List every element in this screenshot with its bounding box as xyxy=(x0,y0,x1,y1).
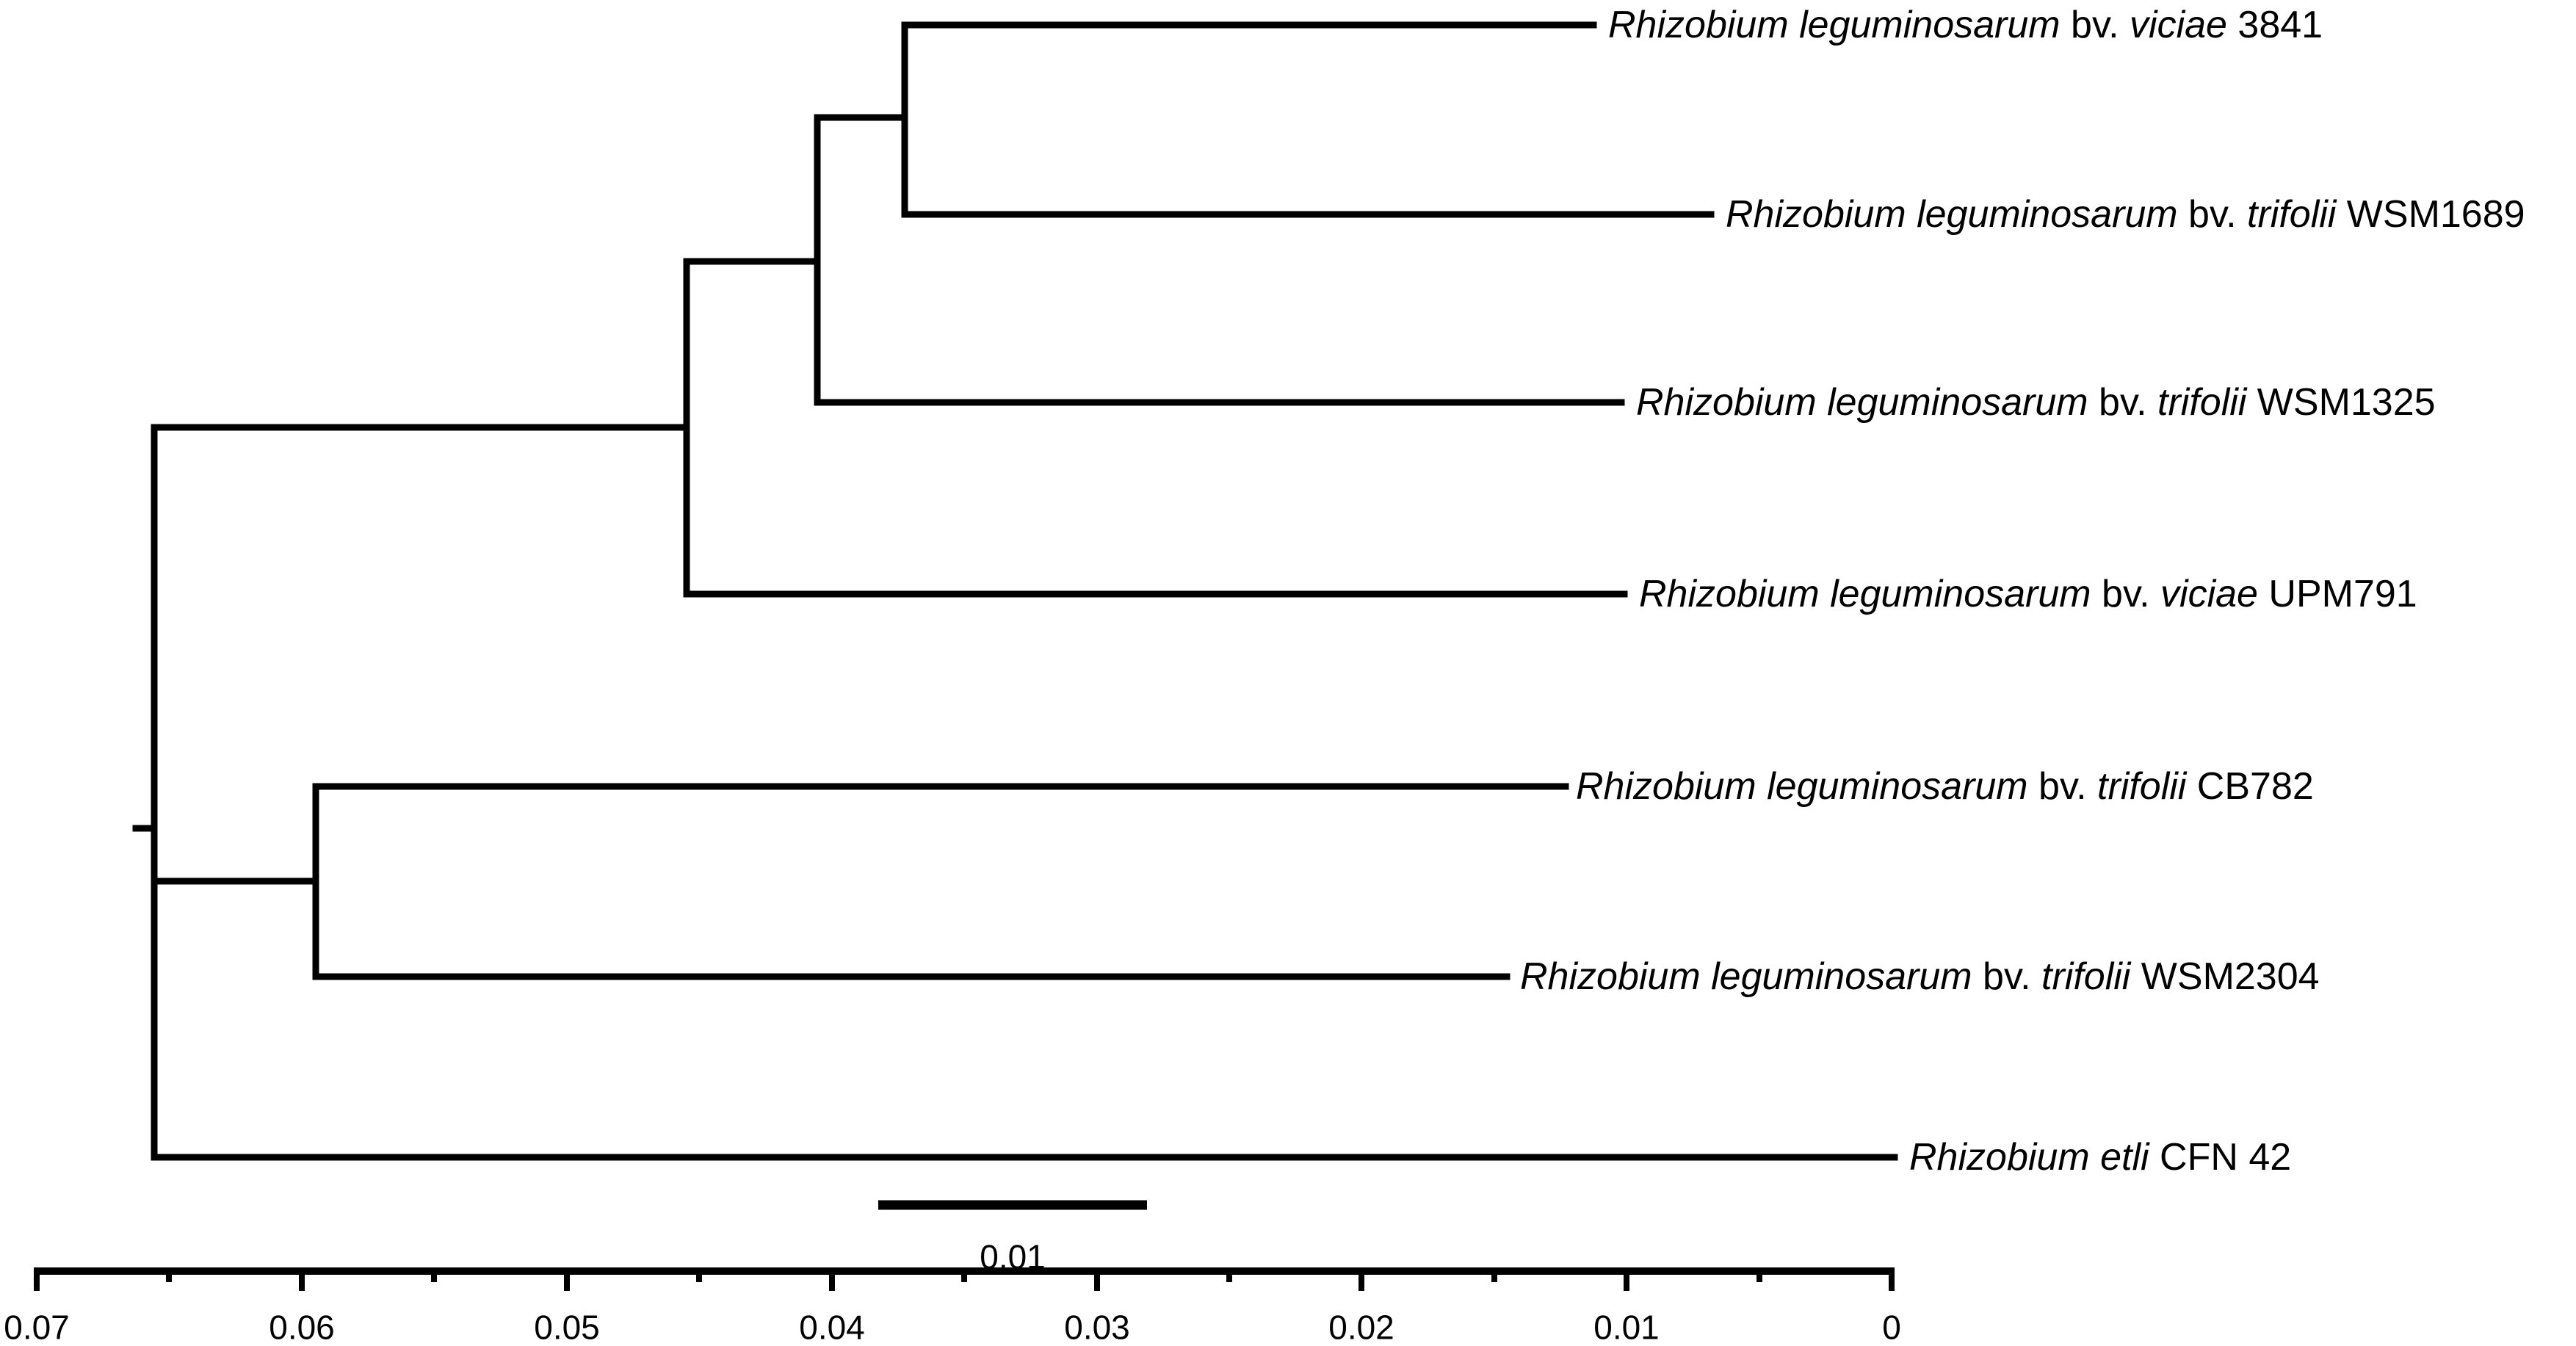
axis-tick-label: 0.05 xyxy=(534,1309,600,1342)
taxon-label-italic-part: Rhizobium leguminosarum xyxy=(1608,4,2061,46)
axis-tick-label: 0.06 xyxy=(269,1309,335,1342)
tree-branches xyxy=(132,21,1898,1161)
taxon-label-roman-part: bv. xyxy=(2061,4,2130,46)
taxon-label-roman-part: 3841 xyxy=(2227,4,2323,46)
axis-tick-label: 0.03 xyxy=(1064,1309,1130,1342)
taxon-label-italic-part: Rhizobium leguminosarum xyxy=(1520,955,1972,998)
taxon-label-roman-part: bv. xyxy=(2091,573,2160,615)
taxon-label-roman-part: WSM2304 xyxy=(2130,955,2319,998)
taxon-label-italic-part: trifolii xyxy=(2247,193,2337,236)
taxon-label-rlt-wsm1689: Rhizobium leguminosarum bv. trifolii WSM… xyxy=(1726,193,2525,236)
taxon-label-roman-part: CB782 xyxy=(2186,765,2313,808)
taxon-label-italic-part: viciae xyxy=(2160,573,2258,615)
taxon-label-roman-part: bv. xyxy=(2178,193,2247,236)
taxon-label-roman-part: bv. xyxy=(1972,955,2041,998)
taxon-label-roman-part: bv. xyxy=(2028,765,2097,808)
taxon-label-rlv-upm791: Rhizobium leguminosarum bv. viciae UPM79… xyxy=(1639,573,2417,615)
taxon-label-italic-part: trifolii xyxy=(2041,955,2132,998)
taxon-label-italic-part: Rhizobium etli xyxy=(1909,1136,2150,1179)
taxon-label-roman-part: WSM1325 xyxy=(2246,381,2435,424)
axis-tick-label: 0 xyxy=(1882,1309,1901,1342)
taxon-label-roman-part: UPM791 xyxy=(2258,573,2417,615)
taxon-label-italic-part: viciae xyxy=(2130,4,2227,46)
scale-bar: 0.01 xyxy=(878,1200,1147,1276)
axis-tick-label: 0.01 xyxy=(1593,1309,1660,1342)
taxon-label-rlt-cb782: Rhizobium leguminosarum bv. trifolii CB7… xyxy=(1576,765,2314,808)
taxon-label-italic-part: trifolii xyxy=(2157,381,2248,424)
taxon-label-italic-part: Rhizobium leguminosarum xyxy=(1636,381,2088,424)
taxon-label-italic-part: trifolii xyxy=(2097,765,2188,808)
axis-tick-label: 0.07 xyxy=(4,1309,70,1342)
taxon-label-rlt-wsm2304: Rhizobium leguminosarum bv. trifolii WSM… xyxy=(1520,955,2320,998)
axis-tick-label: 0.04 xyxy=(799,1309,865,1342)
taxon-label-italic-part: Rhizobium leguminosarum xyxy=(1639,573,2091,615)
axis-tick-label: 0.02 xyxy=(1328,1309,1394,1342)
taxon-label-roman-part: CFN 42 xyxy=(2149,1136,2292,1179)
taxon-label-roman-part: WSM1689 xyxy=(2336,193,2525,236)
taxon-labels: Rhizobium leguminosarum bv. viciae 3841R… xyxy=(1520,4,2525,1179)
taxon-label-italic-part: Rhizobium leguminosarum xyxy=(1726,193,2178,236)
taxon-label-rlt-wsm1325: Rhizobium leguminosarum bv. trifolii WSM… xyxy=(1636,381,2436,424)
taxon-label-roman-part: bv. xyxy=(2088,381,2157,424)
taxon-label-italic-part: Rhizobium leguminosarum xyxy=(1576,765,2028,808)
taxon-label-rlv-3841: Rhizobium leguminosarum bv. viciae 3841 xyxy=(1608,4,2323,46)
distance-axis: 0.07 0.06 0.05 0.04 0.03 0.02 0.01 0 xyxy=(4,1267,1901,1346)
taxon-label-retli-cfn42: Rhizobium etli CFN 42 xyxy=(1909,1136,2291,1179)
